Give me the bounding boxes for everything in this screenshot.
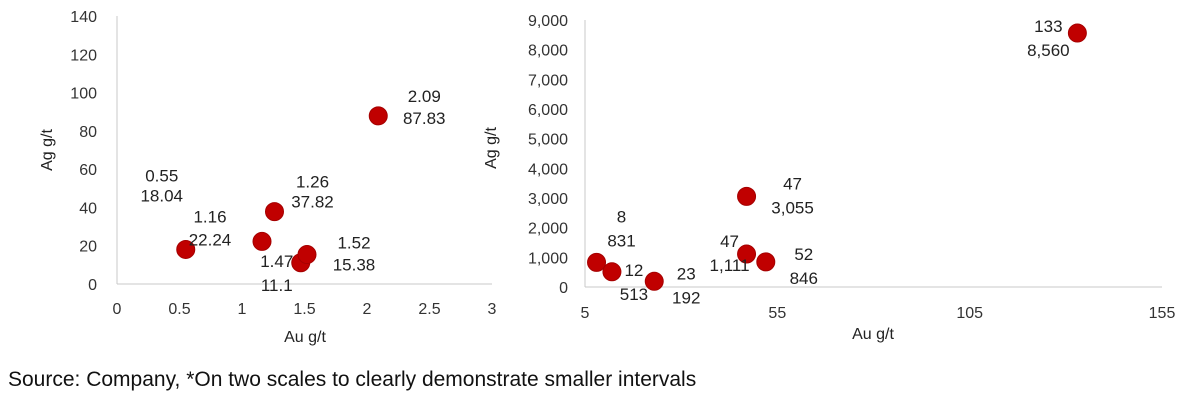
y-tick-label: 4,000 [528, 161, 568, 178]
data-label-ag: 1,111 [710, 256, 750, 275]
data-point [1067, 23, 1087, 43]
x-tick-label: 5 [581, 305, 590, 322]
y-tick-label: 80 [79, 124, 97, 141]
data-label-au: 52 [794, 245, 813, 264]
data-label-ag: 3,055 [771, 198, 814, 217]
y-tick-label: 8,000 [528, 43, 568, 60]
data-point [176, 239, 196, 259]
x-tick-label: 1 [238, 301, 247, 318]
data-point [756, 252, 776, 272]
x-tick-label: 1.5 [293, 301, 315, 318]
data-point [737, 244, 757, 264]
data-label-au: 47 [783, 174, 802, 193]
data-label-au: 1.16 [193, 207, 226, 226]
y-tick-label: 40 [79, 200, 97, 217]
data-label-au: 2.09 [408, 87, 441, 106]
data-point [265, 202, 284, 222]
y-tick-label: 9,000 [528, 13, 568, 30]
source-note: Source: Company, *On two scales to clear… [8, 368, 697, 391]
data-point [368, 106, 388, 126]
y-tick-label: 5,000 [528, 132, 568, 149]
y-tick-label: 100 [70, 86, 97, 103]
data-label-ag: 87.83 [403, 109, 446, 128]
data-point [602, 262, 622, 282]
x-tick-label: 0 [113, 301, 122, 318]
x-tick-label: 2.5 [418, 301, 440, 318]
x-tick-label: 3 [488, 301, 497, 318]
y-tick-label: 2,000 [528, 221, 568, 238]
y-axis-label: Ag g/t [39, 129, 56, 171]
x-tick-label: 155 [1149, 305, 1176, 322]
y-tick-label: 3,000 [528, 191, 568, 208]
data-point [644, 271, 664, 291]
y-tick-label: 0 [559, 280, 568, 297]
data-label-au: 23 [677, 264, 696, 283]
data-label-ag: 8,560 [1027, 41, 1070, 60]
data-label-ag: 37.82 [291, 193, 334, 212]
data-label-ag: 15.38 [333, 256, 376, 275]
data-label-au: 0.55 [145, 166, 178, 185]
data-label-ag: 18.04 [140, 186, 183, 205]
data-label-ag: 11.1 [261, 276, 293, 295]
scatter-chart-2: 0 1,000 2,000 3,000 4,000 5,000 6,000 7,000 8,00… [483, 13, 1175, 343]
y-tick-label: 20 [79, 239, 97, 256]
x-tick-label: 105 [956, 305, 983, 322]
data-label-au: 133 [1034, 17, 1062, 36]
y-tick-label: 0 [88, 277, 97, 294]
x-axis-label: Au g/t [284, 329, 326, 346]
x-tick-label: 55 [768, 305, 786, 322]
data-label-ag: 22.24 [189, 230, 232, 249]
y-tick-label: 120 [70, 47, 97, 64]
data-label-au: 1.47 [260, 252, 293, 271]
y-tick-label: 60 [79, 162, 97, 179]
data-label-au: 1.26 [296, 173, 329, 192]
data-point [252, 231, 272, 251]
y-tick-label: 6,000 [528, 102, 568, 119]
x-axis-label: Au g/t [852, 326, 894, 343]
data-label-ag: 831 [607, 231, 635, 250]
x-tick-label: 2 [363, 301, 372, 318]
y-tick-label: 7,000 [528, 72, 568, 89]
data-label-ag: 846 [790, 269, 818, 288]
data-point [297, 245, 317, 265]
y-tick-label: 140 [70, 9, 97, 26]
data-label-ag: 192 [672, 288, 700, 307]
data-label-au: 8 [617, 207, 626, 226]
data-label-au: 12 [624, 261, 643, 280]
y-axis-label: Ag g/t [483, 127, 500, 169]
y-tick-label: 1,000 [528, 250, 568, 267]
x-tick-label: 0.5 [168, 301, 190, 318]
data-label-au: 47 [720, 232, 739, 251]
data-label-au: 1.52 [337, 234, 370, 253]
data-label-ag: 513 [620, 285, 648, 304]
data-point [587, 252, 607, 272]
data-point [737, 186, 757, 206]
